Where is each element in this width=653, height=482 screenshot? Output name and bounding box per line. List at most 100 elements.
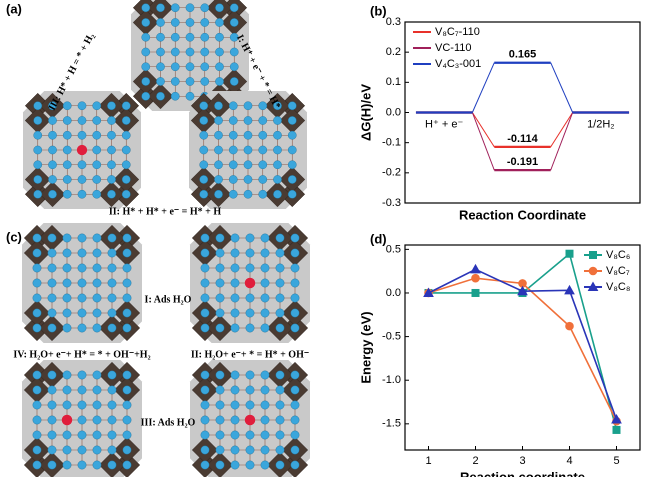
atom xyxy=(121,189,131,199)
atom xyxy=(185,91,195,101)
x-axis-label: Reaction coordinate xyxy=(460,469,585,477)
atom xyxy=(47,278,57,288)
legend-label: VC-110 xyxy=(435,42,471,54)
atom xyxy=(32,370,42,380)
atom xyxy=(121,116,131,125)
atom xyxy=(200,415,210,425)
atom xyxy=(48,130,57,140)
atom xyxy=(47,460,57,470)
atom xyxy=(92,248,102,258)
atom xyxy=(245,400,255,410)
atom xyxy=(273,130,282,140)
atom xyxy=(107,400,117,410)
atom xyxy=(260,323,270,333)
y-tick-label: -1.5 xyxy=(382,418,401,430)
plot-frame xyxy=(404,244,641,451)
atom xyxy=(92,160,102,170)
atom xyxy=(290,370,300,380)
atom xyxy=(185,3,195,13)
atom xyxy=(258,101,268,111)
atom xyxy=(200,278,210,288)
atom xyxy=(156,47,165,57)
atom xyxy=(92,293,102,303)
atom xyxy=(92,189,102,199)
atom xyxy=(47,370,57,380)
adsorbate xyxy=(76,144,88,156)
atom xyxy=(48,175,57,184)
atom xyxy=(156,77,165,86)
lattice xyxy=(22,223,142,343)
atom xyxy=(290,323,300,333)
atom xyxy=(215,233,225,243)
atom xyxy=(32,415,42,425)
atom xyxy=(245,263,255,273)
atom xyxy=(121,101,131,111)
atom xyxy=(200,47,210,57)
atom xyxy=(107,293,117,303)
atom xyxy=(122,233,132,243)
atom xyxy=(275,385,285,395)
atom xyxy=(77,460,87,470)
lattice xyxy=(23,91,141,209)
atom xyxy=(290,308,300,318)
atom xyxy=(122,460,132,470)
atom xyxy=(77,278,87,288)
atom xyxy=(215,32,224,42)
atom xyxy=(230,415,240,425)
x-tick-label: 5 xyxy=(613,455,619,467)
atom xyxy=(47,233,57,243)
atom xyxy=(290,233,300,243)
atom xyxy=(107,248,117,258)
atom xyxy=(215,385,225,395)
y-tick-label: 0.3 xyxy=(386,16,401,28)
atom xyxy=(32,400,42,410)
atom xyxy=(273,175,282,184)
atom xyxy=(275,263,285,273)
marker xyxy=(471,273,480,283)
category-label: H⁺ + e⁻ xyxy=(425,118,463,130)
atom xyxy=(170,77,180,86)
atom xyxy=(107,233,117,243)
atom xyxy=(92,400,102,410)
marker xyxy=(564,284,575,295)
atom xyxy=(275,233,285,243)
atom xyxy=(200,400,210,410)
atom xyxy=(260,293,270,303)
atom xyxy=(200,323,210,333)
structures xyxy=(22,0,310,480)
lattice xyxy=(22,360,142,480)
atom xyxy=(287,145,297,155)
connector xyxy=(550,62,574,113)
atom xyxy=(229,47,239,57)
atom xyxy=(230,385,240,395)
atom xyxy=(107,130,116,140)
atom xyxy=(245,445,255,455)
atom xyxy=(47,445,57,455)
atom xyxy=(215,248,225,258)
atom xyxy=(229,32,239,42)
atom xyxy=(107,116,116,125)
atom xyxy=(260,415,270,425)
atom xyxy=(215,308,225,318)
atom xyxy=(243,175,253,184)
atom xyxy=(260,445,270,455)
atom xyxy=(215,3,224,13)
atom xyxy=(92,101,102,111)
atom xyxy=(62,263,72,273)
atom xyxy=(122,445,132,455)
atom xyxy=(62,130,72,140)
atom xyxy=(230,370,240,380)
atom xyxy=(170,32,180,42)
atom xyxy=(245,460,255,470)
y-tick-label: -0.2 xyxy=(382,167,401,179)
atom xyxy=(107,263,117,273)
category-label: 1/2H₂ xyxy=(587,118,615,130)
atom xyxy=(200,430,210,440)
atom xyxy=(260,248,270,258)
step-label: III: Ads H₂O xyxy=(141,417,196,428)
atom xyxy=(33,189,43,199)
atom xyxy=(273,160,282,170)
atom xyxy=(77,323,87,333)
atom xyxy=(245,308,255,318)
marker xyxy=(565,321,574,331)
